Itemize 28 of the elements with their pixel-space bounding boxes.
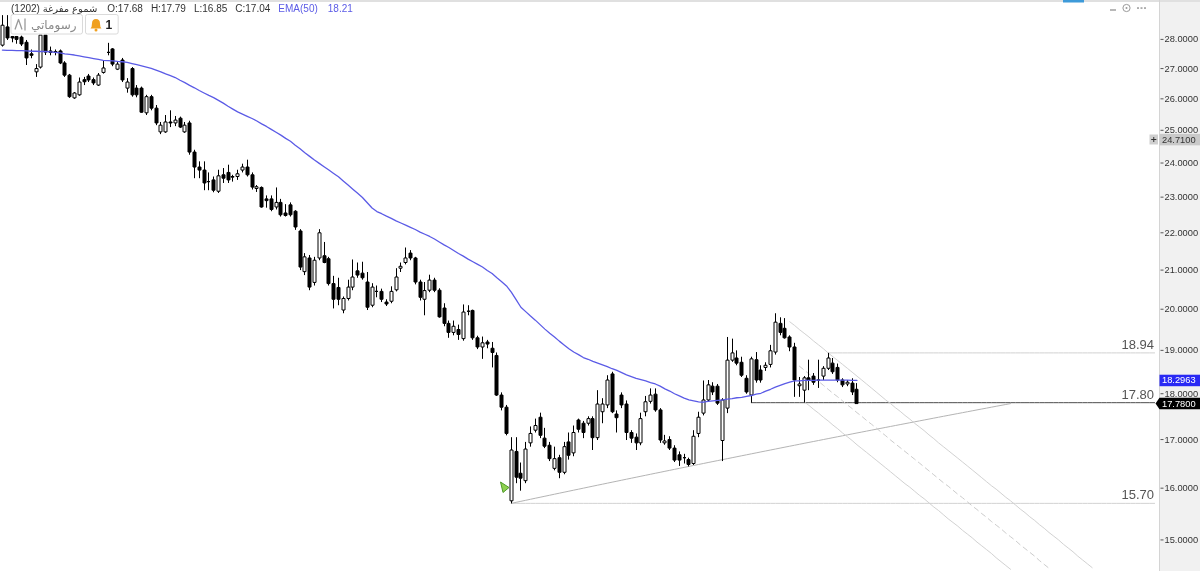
annotation: O:17.68 — [107, 3, 144, 14]
y-tick-label: 24.0000 — [1164, 158, 1199, 169]
y-tick-label: 21.0000 — [1164, 265, 1199, 276]
y-tick-label: 25.0000 — [1164, 125, 1199, 136]
y-tick-label: 19.0000 — [1164, 345, 1199, 356]
y-tick-label: 20.0000 — [1164, 304, 1199, 315]
annotation: رسوماتي — [31, 18, 77, 33]
annotation: 15.70 — [1121, 487, 1154, 503]
annotation: 18.94 — [1121, 336, 1154, 352]
y-tick-label: 26.0000 — [1164, 93, 1199, 104]
y-tick-label: 22.0000 — [1164, 227, 1199, 238]
y-tick-label: 16.0000 — [1164, 483, 1199, 494]
annotation: 18.21 — [327, 3, 354, 14]
annotation: C:17.04 — [235, 3, 271, 14]
y-tick-label: 15.0000 — [1164, 534, 1199, 545]
text: 17.7800 — [1162, 398, 1196, 409]
text: 18.2963 — [1162, 375, 1196, 386]
annotation: L:16.85 — [193, 3, 228, 14]
annotation: H:17.79 — [150, 3, 187, 14]
annotation: 17.80 — [1121, 386, 1154, 402]
y-tick-label: 18.0000 — [1164, 388, 1199, 399]
y-tick-label: 27.0000 — [1164, 63, 1199, 74]
y-tick-label: 17.0000 — [1164, 434, 1199, 445]
text: 24.7100 — [1162, 134, 1196, 145]
y-tick-label: 23.0000 — [1164, 192, 1199, 203]
y-tick-label: 28.0000 — [1164, 34, 1199, 45]
text: EMA(50) — [278, 3, 318, 14]
annotation: 1 — [105, 18, 113, 32]
